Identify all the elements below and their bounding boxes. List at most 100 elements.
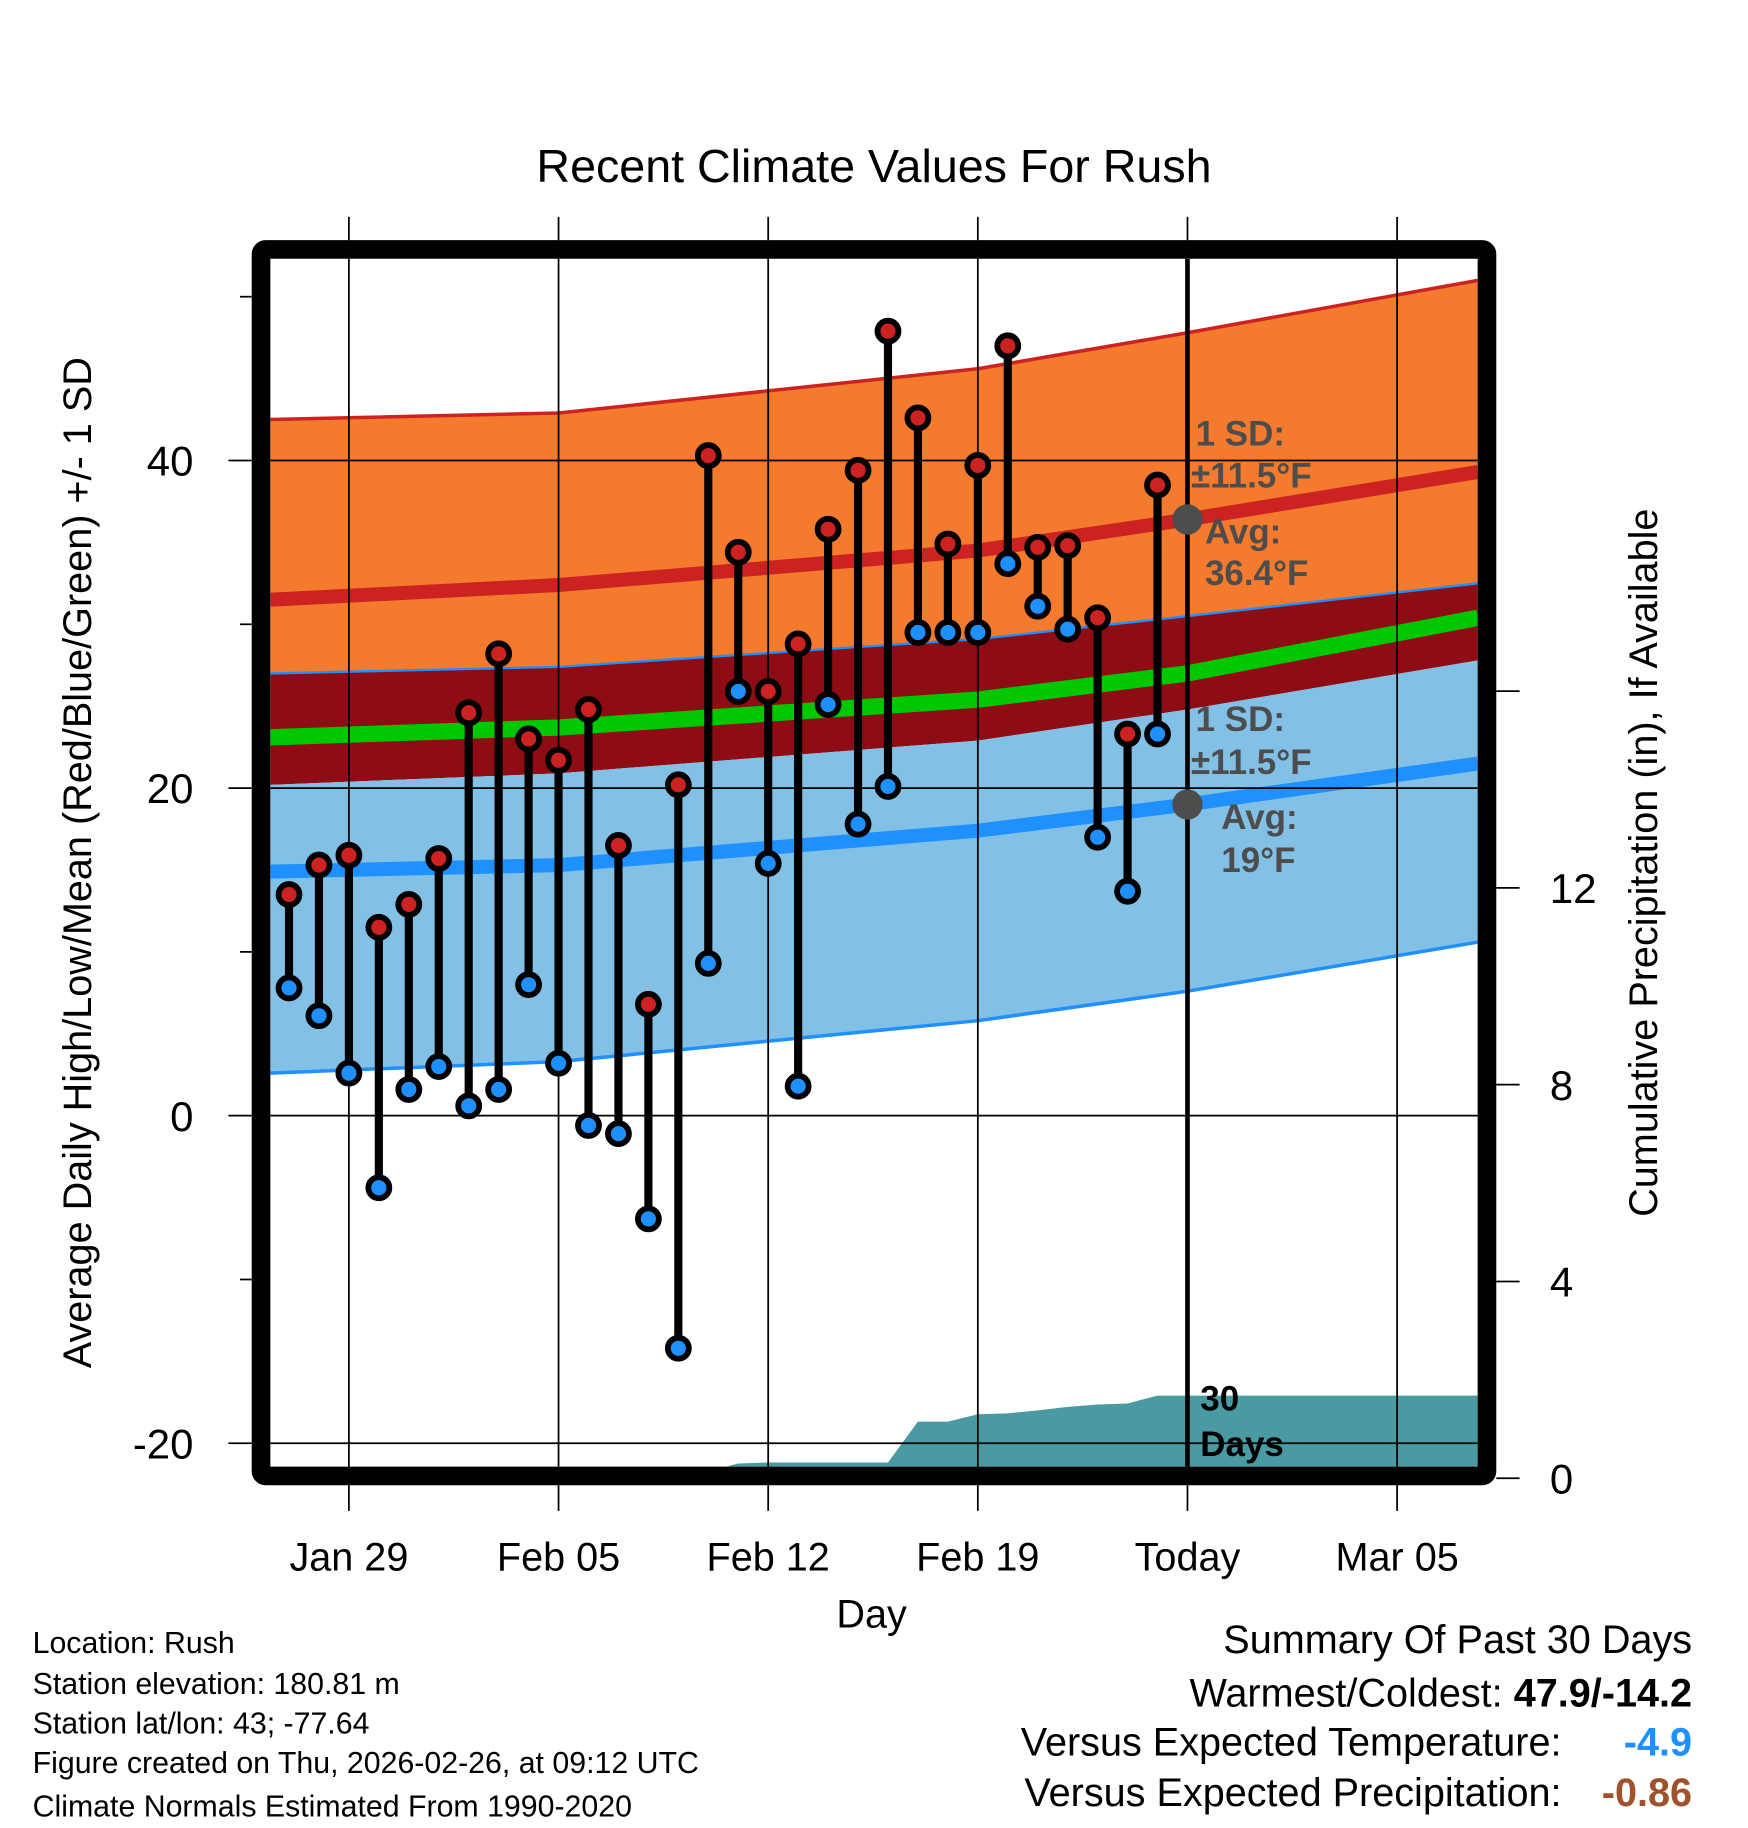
precip-area	[726, 1395, 1478, 1467]
high-point	[395, 890, 423, 918]
low-sd-label: 1 SD:	[1196, 700, 1285, 739]
y-tick-label: 0	[170, 1093, 193, 1140]
temp-vs-expected-label: Versus Expected Temperature:	[1021, 1721, 1562, 1765]
high-sd-value: ±11.5°F	[1191, 456, 1312, 495]
high-point	[455, 699, 483, 727]
low-point	[814, 691, 842, 718]
low-point	[515, 971, 542, 999]
low-point	[874, 773, 902, 800]
low-point	[694, 949, 722, 977]
today-high-avg-marker	[1172, 504, 1203, 535]
low-point	[994, 550, 1022, 578]
high-point	[275, 881, 303, 908]
x-tick-label: Feb 19	[916, 1535, 1039, 1579]
high-point	[425, 845, 453, 872]
warmest-coldest-value: 47.9/-14.2	[1514, 1672, 1692, 1716]
low-point	[664, 1334, 692, 1362]
low-point	[575, 1112, 602, 1139]
high-point	[1084, 604, 1112, 632]
station-info: Location: Rush Station elevation: 180.81…	[33, 1627, 699, 1823]
today-low-avg-marker	[1172, 789, 1203, 820]
high-point	[724, 538, 752, 566]
low-point	[724, 678, 752, 705]
high-point	[545, 746, 572, 774]
low-point	[305, 1002, 333, 1030]
high-point	[904, 404, 932, 432]
chart-title: Recent Climate Values For Rush	[536, 140, 1211, 192]
normals-text: Climate Normals Estimated From 1990-2020	[33, 1790, 632, 1823]
temp-vs-expected-value: -4.9	[1624, 1721, 1692, 1765]
low-point	[784, 1072, 812, 1100]
low-point	[1114, 877, 1141, 905]
low-point	[1054, 615, 1082, 643]
low-point	[1024, 592, 1052, 620]
low-point	[605, 1120, 632, 1148]
high-point	[634, 990, 662, 1018]
y-axis-label: Average Daily High/Low/Mean (Red/Blue/Gr…	[56, 357, 100, 1368]
y2-axis-label: Cumulative Precipitation (in), If Availa…	[1622, 509, 1666, 1217]
precip-days-label: 30	[1200, 1380, 1239, 1419]
low-point	[545, 1049, 572, 1077]
elevation-text: Station elevation: 180.81 m	[33, 1668, 400, 1701]
low-point	[485, 1076, 513, 1103]
latlon-text: Station lat/lon: 43; -77.64	[33, 1708, 370, 1741]
high-point	[1144, 471, 1171, 499]
high-point	[874, 317, 902, 345]
location-text: Location: Rush	[33, 1627, 235, 1660]
summary-title: Summary Of Past 30 Days	[1223, 1618, 1692, 1662]
low-point	[934, 619, 962, 646]
high-point	[575, 696, 602, 723]
high-point	[754, 678, 782, 705]
high-point	[964, 452, 992, 479]
high-point	[934, 530, 962, 558]
y2-tick-label: 0	[1550, 1455, 1573, 1502]
y2-tick-label: 8	[1550, 1062, 1573, 1109]
high-point	[814, 515, 842, 543]
created-text: Figure created on Thu, 2026-02-26, at 09…	[33, 1747, 699, 1780]
high-point	[485, 640, 513, 668]
precip-vs-expected-label: Versus Expected Precipitation:	[1024, 1771, 1561, 1815]
y2-tick-label: 4	[1550, 1259, 1573, 1306]
low-point	[1084, 823, 1112, 851]
x-tick-label: Feb 05	[497, 1535, 620, 1579]
x-tick-label: Jan 29	[289, 1535, 408, 1579]
plot-frame	[251, 240, 1497, 1486]
low-point	[365, 1174, 393, 1202]
high-point	[365, 913, 393, 941]
summary: Summary Of Past 30 Days Warmest/Coldest:…	[1021, 1618, 1692, 1815]
x-tick-label: Today	[1135, 1535, 1241, 1579]
low-avg-label: Avg:	[1221, 798, 1297, 837]
low-avg-value: 19°F	[1221, 841, 1295, 880]
high-point	[335, 841, 363, 869]
high-point	[994, 332, 1022, 360]
high-point	[1024, 533, 1052, 561]
high-sd-band	[270, 280, 1478, 674]
y-tick-label: -20	[133, 1420, 194, 1467]
low-point	[1144, 720, 1171, 748]
low-point	[425, 1053, 453, 1080]
y-tick-label: 40	[147, 438, 194, 485]
low-point	[634, 1205, 662, 1233]
high-avg-value: 36.4°F	[1205, 554, 1308, 593]
low-point	[275, 974, 303, 1002]
high-sd-label: 1 SD:	[1196, 414, 1285, 453]
low-sd-band	[270, 660, 1478, 1074]
high-point	[1054, 532, 1082, 560]
warmest-coldest-label: Warmest/Coldest:	[1189, 1672, 1502, 1716]
precip-vs-expected-value: -0.86	[1602, 1771, 1692, 1815]
precip-days-label2: Days	[1200, 1425, 1284, 1464]
high-point	[694, 442, 722, 469]
low-point	[395, 1076, 423, 1103]
x-tick-label: Feb 12	[707, 1535, 830, 1579]
y2-tick-label: 12	[1550, 865, 1597, 912]
low-point	[754, 850, 782, 877]
high-point	[784, 630, 812, 658]
high-point	[1114, 720, 1141, 748]
high-point	[844, 456, 872, 484]
high-point	[664, 771, 692, 799]
low-point	[455, 1092, 483, 1120]
high-point	[515, 725, 542, 753]
low-point	[904, 619, 932, 646]
low-point	[335, 1059, 363, 1087]
